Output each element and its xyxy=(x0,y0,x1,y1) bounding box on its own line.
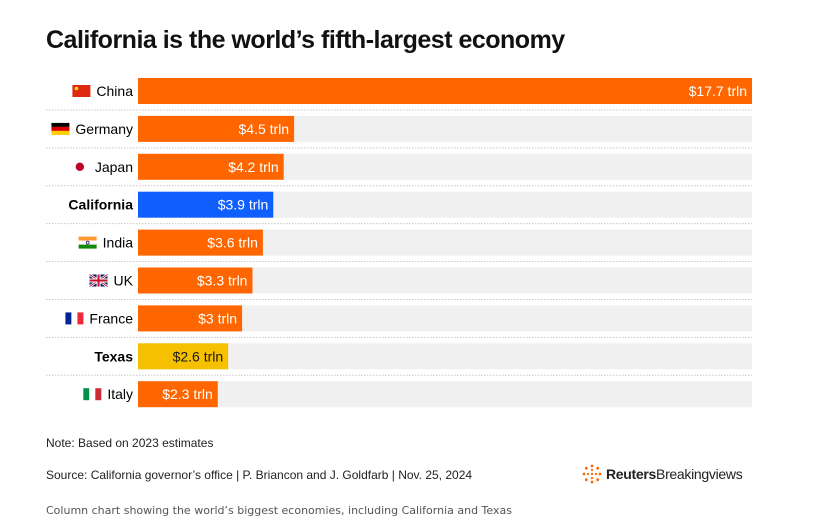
germany-flag-icon xyxy=(51,122,70,135)
bar-uk xyxy=(138,267,253,294)
category-label: UK xyxy=(114,273,134,289)
bar-chart: $17.7 trln China $4.5 trln Germany $4.2 trln… xyxy=(46,78,752,408)
bar-value-label: $17.7 trln xyxy=(689,83,747,99)
bar-france xyxy=(138,305,243,332)
category-label: France xyxy=(89,310,133,326)
bar-value-label: $3.3 trln xyxy=(197,273,248,289)
bar-india xyxy=(138,229,263,256)
category-label: India xyxy=(103,235,134,251)
bar-value-label: $2.3 trln xyxy=(162,386,213,402)
reuters-breakingviews-logo: Reuters Breakingviews xyxy=(582,463,743,485)
category-label: Germany xyxy=(75,121,133,137)
category-label: Italy xyxy=(107,386,133,402)
bar-value-label: $3.6 trln xyxy=(207,235,258,251)
bar-italy xyxy=(138,381,218,408)
bar-california xyxy=(138,191,274,218)
china-flag-icon xyxy=(72,85,91,97)
india-flag-icon xyxy=(78,236,97,249)
uk-flag-icon xyxy=(88,273,109,288)
bar-value-label: $3 trln xyxy=(198,310,237,326)
logo-word-reuters: Reuters xyxy=(606,466,657,482)
bar-germany xyxy=(138,115,295,142)
japan-flag-icon xyxy=(75,162,85,171)
chart-note: Note: Based on 2023 estimates xyxy=(46,436,214,450)
category-label: Japan xyxy=(95,159,133,175)
category-label: California xyxy=(68,197,133,213)
bar-value-label: $3.9 trln xyxy=(218,197,269,213)
bar-track xyxy=(138,381,752,408)
italy-flag-icon xyxy=(83,388,102,401)
bar-china xyxy=(138,78,752,104)
bar-value-label: $2.6 trln xyxy=(173,348,224,364)
bar-track xyxy=(138,343,752,370)
category-label: Texas xyxy=(94,348,133,364)
bar-japan xyxy=(138,153,284,180)
reuters-dot-ring-icon xyxy=(582,464,602,484)
chart-title: California is the world’s fifth-largest … xyxy=(46,26,565,54)
chart-source: Source: California governor’s office | P… xyxy=(46,468,473,482)
chart-caption: Column chart showing the world’s biggest… xyxy=(46,504,512,517)
bar-value-label: $4.2 trln xyxy=(228,159,279,175)
france-flag-icon xyxy=(65,312,84,325)
bar-value-label: $4.5 trln xyxy=(239,121,290,137)
category-label: China xyxy=(96,83,133,99)
bar-texas xyxy=(138,343,229,370)
logo-word-breakingviews: Breakingviews xyxy=(656,466,743,482)
